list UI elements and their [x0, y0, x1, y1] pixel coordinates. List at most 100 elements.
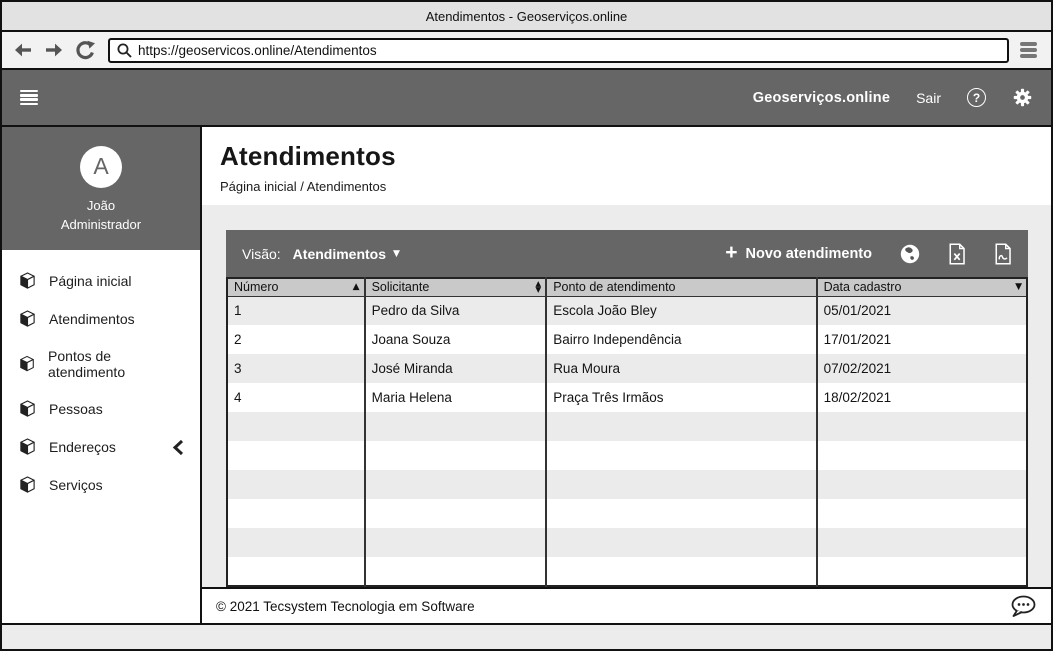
sidebar-item-label: Atendimentos — [49, 311, 135, 327]
forward-button[interactable] — [42, 38, 66, 62]
url-input[interactable] — [138, 42, 1001, 58]
cube-icon — [20, 272, 35, 289]
cube-icon — [20, 355, 34, 372]
column-label: Data cadastro — [823, 280, 902, 295]
browser-menu-button[interactable] — [1020, 40, 1042, 60]
card-toolbar: Visão: Atendimentos ▼ + Novo atendimento — [226, 230, 1028, 277]
sidebar: A João Administrador Página inicial — [2, 127, 202, 623]
window-title-bar: Atendimentos - Geoserviços.online — [2, 2, 1051, 32]
sidebar-item-label: Serviços — [49, 477, 103, 493]
table-cell: 07/02/2021 — [823, 361, 892, 376]
new-atendimento-button[interactable]: + Novo atendimento — [725, 241, 872, 264]
user-panel: A João Administrador — [2, 127, 200, 250]
table-cell: Joana Souza — [364, 325, 548, 354]
url-bar — [108, 37, 1009, 63]
column-header-1[interactable]: Solicitante ▲ ▼ — [364, 278, 548, 297]
table-cell — [364, 412, 548, 441]
plus-icon: + — [725, 241, 738, 264]
brand-link[interactable]: Geoserviços.online — [752, 89, 891, 106]
table-cell: Maria Helena — [364, 383, 548, 412]
sidebar-item-atendimentos[interactable]: Atendimentos — [2, 300, 200, 338]
menu-bar — [20, 90, 38, 93]
forward-arrow-icon — [46, 43, 62, 57]
menu-bar — [20, 94, 38, 97]
browser-toolbar — [2, 32, 1051, 70]
logout-link[interactable]: Sair — [916, 89, 941, 106]
table-cell — [364, 470, 548, 499]
content-area: Visão: Atendimentos ▼ + Novo atendimento — [202, 205, 1051, 587]
table-cell: 05/01/2021 — [823, 303, 892, 319]
sidebar-item-pagina-inicial[interactable]: Página inicial — [2, 262, 200, 300]
main-area: Atendimentos Página inicial / Atendiment… — [202, 127, 1051, 623]
avatar-letter: A — [93, 153, 109, 179]
sidebar-item-label: Página inicial — [49, 273, 132, 289]
table-row[interactable] — [227, 528, 1027, 557]
table-cell: José Miranda — [364, 354, 548, 383]
settings-button[interactable] — [1012, 87, 1033, 108]
sidebar-item-servicos[interactable]: Serviços — [2, 466, 200, 504]
table-cell — [546, 470, 818, 499]
table-cell — [546, 412, 818, 441]
search-icon — [117, 43, 132, 58]
cube-icon — [20, 400, 35, 417]
sidebar-item-pessoas[interactable]: Pessoas — [2, 390, 200, 428]
table-row[interactable]: 2 Joana Souza Bairro Independência 17/01/20… — [227, 325, 1027, 354]
table-row[interactable]: 1 Pedro da Silva Escola João Bley 05/01/202… — [227, 296, 1027, 325]
help-icon[interactable]: ? — [967, 88, 986, 107]
table-cell: 4 — [227, 383, 366, 412]
back-button[interactable] — [11, 38, 35, 62]
feedback-button[interactable] — [1010, 595, 1037, 618]
table-cell — [364, 557, 548, 586]
table-cell — [546, 528, 818, 557]
view-label: Visão: — [242, 245, 281, 262]
table-cell — [546, 499, 818, 528]
sidebar-item-label: Pontos de atendimento — [48, 348, 126, 380]
table-row[interactable] — [227, 470, 1027, 499]
column-label: Ponto de atendimento — [553, 280, 676, 295]
copyright-text: © 2021 Tecsystem Tecnologia em Software — [216, 598, 475, 614]
chevron-down-icon: ▼ — [393, 248, 400, 259]
table-cell — [227, 528, 366, 557]
column-header-3[interactable]: Data cadastro ▼ — [816, 278, 1027, 297]
refresh-icon — [76, 40, 95, 60]
user-role: Administrador — [60, 216, 142, 232]
user-name: João — [86, 197, 116, 213]
table-cell — [817, 528, 1027, 557]
refresh-button[interactable] — [73, 38, 97, 62]
table-cell: 2 — [227, 325, 366, 354]
table-cell: Bairro Independência — [546, 325, 818, 354]
table-row[interactable]: 3 José Miranda Rua Moura 07/02/2021 — [227, 354, 1027, 383]
column-header-2[interactable]: Ponto de atendimento — [546, 278, 818, 297]
menu-bar — [1020, 42, 1037, 46]
table-cell — [364, 441, 548, 470]
back-arrow-icon — [15, 43, 31, 57]
table-row[interactable] — [227, 557, 1027, 586]
view-value: Atendimentos — [292, 245, 387, 262]
table-body: 1 Pedro da Silva Escola João Bley 05/01/202… — [227, 296, 1027, 586]
sidebar-item-label: Endereços — [49, 439, 116, 455]
pdf-export-button[interactable] — [994, 243, 1012, 265]
table-cell — [227, 557, 366, 586]
column-header-0[interactable]: Número ▲ — [227, 278, 366, 297]
table-row[interactable] — [227, 412, 1027, 441]
excel-export-button[interactable] — [948, 243, 966, 265]
table-cell — [817, 470, 1027, 499]
table-row[interactable]: 4 Maria Helena Praça Três Irmãos 18/02/2021 — [227, 383, 1027, 412]
menu-bar — [1020, 54, 1037, 58]
sidebar-item-enderecos[interactable]: Endereços — [2, 428, 200, 466]
map-export-button[interactable] — [900, 244, 920, 264]
sidebar-item-pontos-de-atendimento[interactable]: Pontos de atendimento — [2, 338, 200, 390]
table-cell — [817, 499, 1027, 528]
table-cell: Escola João Bley — [546, 296, 818, 325]
chevron-left-icon — [172, 439, 184, 455]
sort-desc-icon: ▼ — [1015, 281, 1022, 292]
pdf-file-icon — [995, 243, 1011, 264]
page-head: Atendimentos Página inicial / Atendiment… — [202, 127, 1051, 205]
globe-icon — [900, 244, 920, 263]
view-dropdown[interactable]: Atendimentos ▼ — [293, 246, 400, 262]
sidebar-toggle-button[interactable] — [20, 90, 40, 105]
table-row[interactable] — [227, 499, 1027, 528]
table-row[interactable] — [227, 441, 1027, 470]
column-label: Solicitante — [371, 280, 430, 295]
footer: © 2021 Tecsystem Tecnologia em Software — [202, 587, 1051, 623]
